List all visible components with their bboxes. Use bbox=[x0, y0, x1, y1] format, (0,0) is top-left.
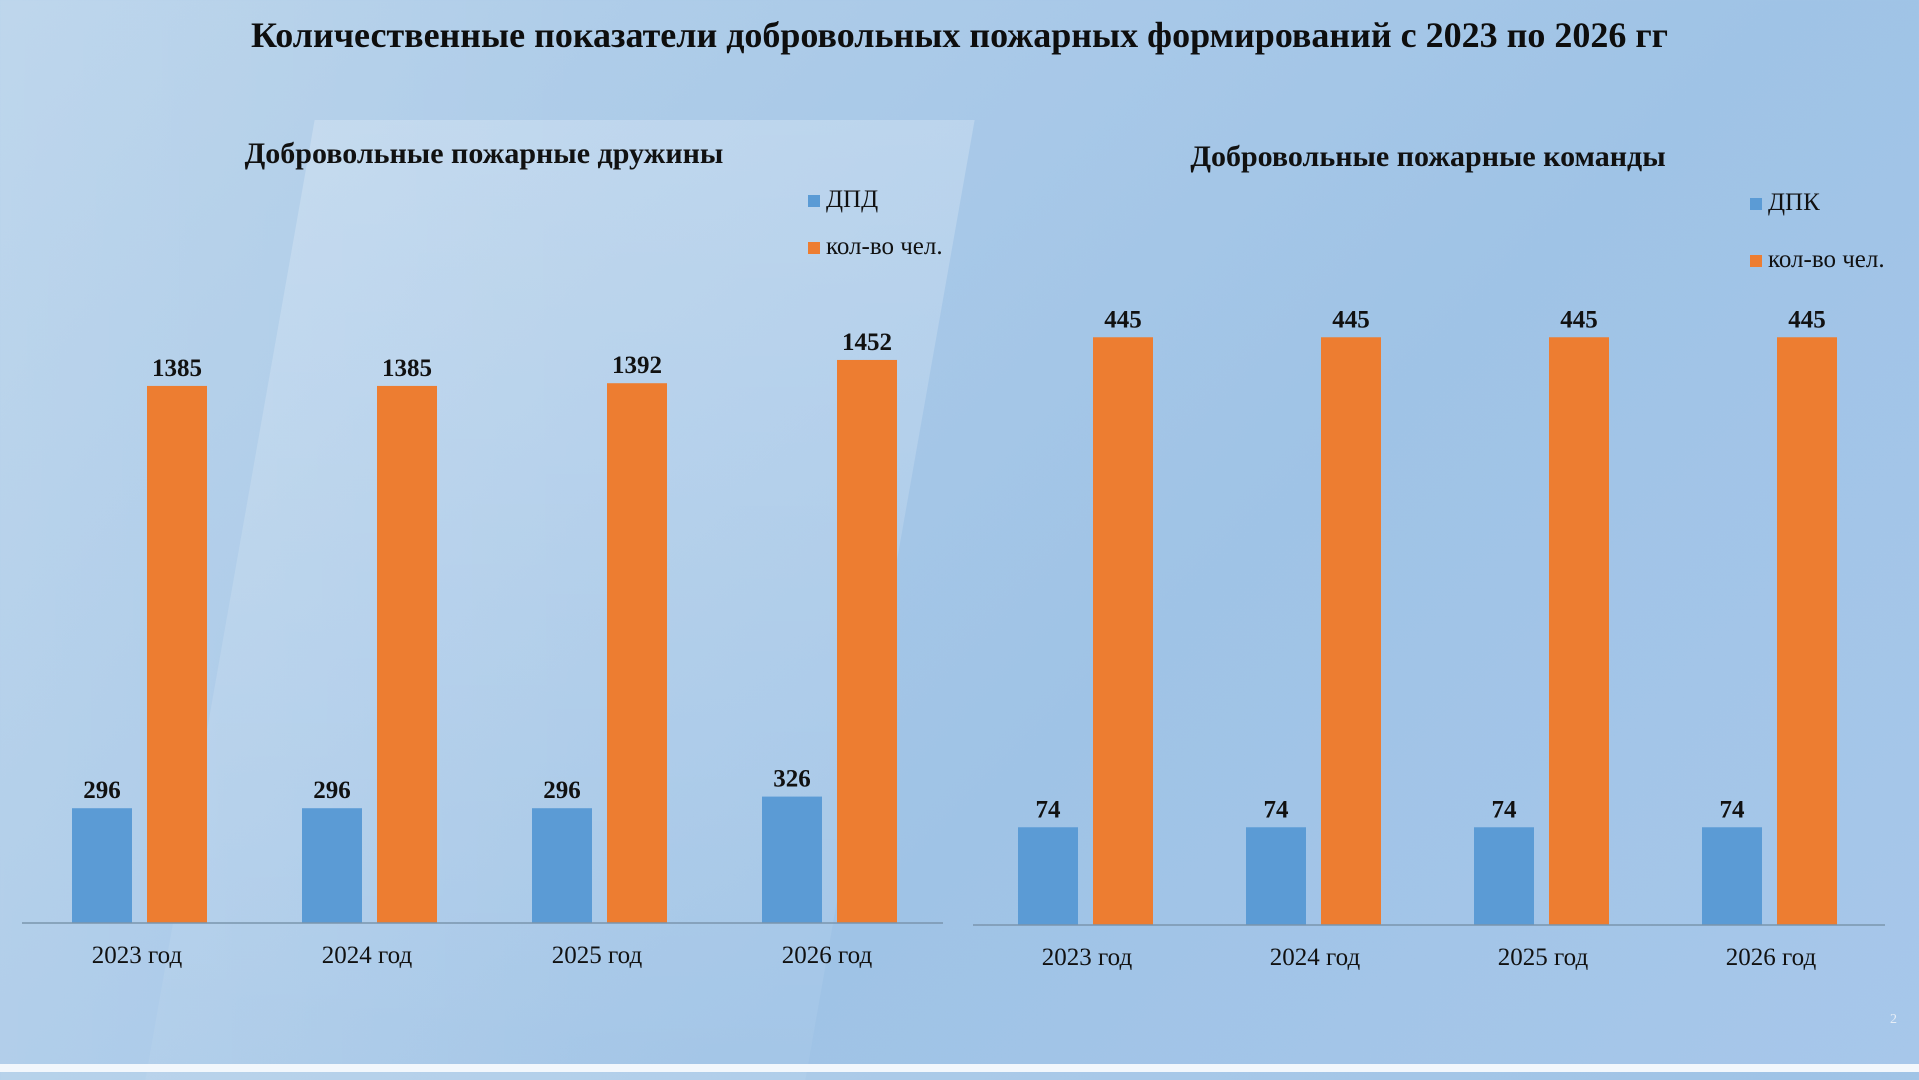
data-label: 445 bbox=[1788, 306, 1826, 333]
data-label: 1392 bbox=[612, 352, 662, 379]
data-label: 74 bbox=[1492, 796, 1518, 823]
bar-series2 bbox=[1093, 337, 1153, 925]
bar-series2 bbox=[1549, 337, 1609, 925]
data-label: 445 bbox=[1560, 306, 1598, 333]
bar-series2 bbox=[837, 359, 897, 923]
bar-series1 bbox=[1246, 827, 1306, 925]
x-tick-label: 2026 год bbox=[782, 942, 873, 969]
data-label: 74 bbox=[1264, 796, 1290, 823]
bar-series1 bbox=[1702, 827, 1762, 925]
page-number: 2 bbox=[1890, 1012, 1897, 1027]
legend-label: кол-во чел. bbox=[826, 233, 943, 260]
data-label: 1385 bbox=[382, 355, 432, 382]
x-tick-label: 2025 год bbox=[552, 942, 643, 969]
bar-series2 bbox=[377, 385, 437, 924]
x-tick-label: 2024 год bbox=[322, 942, 413, 969]
bar-series1 bbox=[1474, 827, 1534, 925]
data-label: 1452 bbox=[842, 329, 892, 356]
chart-volunteer-fire-teams: Добровольные пожарные команды 74 445 2023 г… bbox=[973, 140, 1885, 971]
bottom-strip bbox=[0, 1064, 1919, 1072]
legend-swatch bbox=[808, 195, 820, 207]
data-label: 1385 bbox=[152, 355, 202, 382]
legend-label: ДПД bbox=[826, 186, 878, 213]
x-tick-label: 2023 год bbox=[92, 942, 183, 969]
bar-series1 bbox=[1018, 827, 1078, 925]
bar-series1 bbox=[72, 808, 132, 923]
x-tick-label: 2025 год bbox=[1498, 944, 1589, 971]
legend-swatch bbox=[808, 242, 820, 254]
bar-series2 bbox=[147, 385, 207, 924]
data-label: 74 bbox=[1720, 796, 1746, 823]
chart-volunteer-fire-brigades: Добровольные пожарные дружины 296 1385 2023… bbox=[22, 137, 943, 969]
bar-series2 bbox=[607, 383, 667, 923]
data-label: 296 bbox=[313, 777, 351, 804]
chart-title: Добровольные пожарные дружины bbox=[245, 137, 724, 170]
page-title: Количественные показатели добровольных п… bbox=[250, 15, 1669, 55]
legend-label: кол-во чел. bbox=[1768, 246, 1885, 273]
bar-series1 bbox=[762, 796, 822, 923]
data-label: 445 bbox=[1104, 306, 1142, 333]
x-tick-label: 2024 год bbox=[1270, 944, 1361, 971]
data-label: 296 bbox=[83, 777, 121, 804]
data-label: 74 bbox=[1036, 796, 1062, 823]
bar-series2 bbox=[1321, 337, 1381, 925]
bar-series1 bbox=[302, 808, 362, 923]
bar-series1 bbox=[532, 808, 592, 923]
data-label: 445 bbox=[1332, 306, 1370, 333]
x-tick-label: 2026 год bbox=[1726, 944, 1817, 971]
chart-title: Добровольные пожарные команды bbox=[1190, 140, 1665, 173]
data-label: 296 bbox=[543, 777, 581, 804]
legend-label: ДПК bbox=[1768, 189, 1820, 216]
x-tick-label: 2023 год bbox=[1042, 944, 1133, 971]
legend-swatch bbox=[1750, 255, 1762, 267]
legend-swatch bbox=[1750, 198, 1762, 210]
data-label: 326 bbox=[773, 766, 811, 793]
bar-series2 bbox=[1777, 337, 1837, 925]
